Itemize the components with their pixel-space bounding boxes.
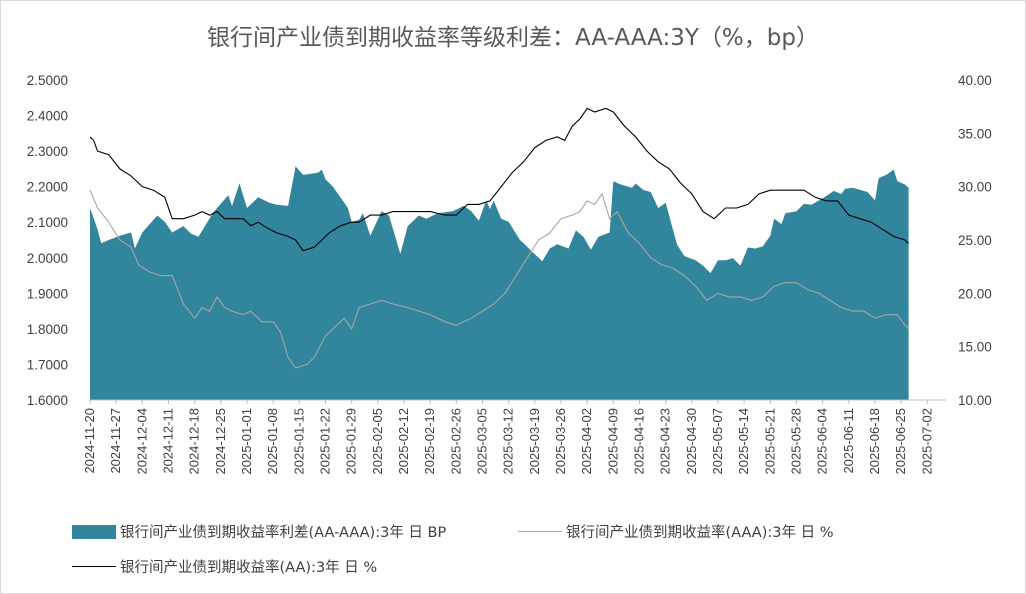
right-tick-label: 25.00	[958, 233, 992, 248]
left-tick-label: 2.3000	[27, 144, 68, 159]
x-axis-ticks: 2024-11-20 2024-11-27 2024-12-04 2024-12-11…	[82, 400, 934, 475]
right-tick-label: 20.00	[958, 286, 992, 301]
x-tick-label: 2025-05-21	[762, 408, 777, 475]
x-tick-label: 2025-02-12	[396, 408, 411, 475]
x-tick-label: 2025-04-30	[684, 408, 699, 475]
x-tick-label: 2025-01-29	[344, 408, 359, 475]
x-tick-label: 2025-06-11	[841, 408, 856, 474]
legend-swatch-aa	[72, 566, 116, 567]
legend-swatch-area	[72, 524, 116, 539]
x-tick-label: 2025-02-05	[370, 408, 385, 475]
x-tick-label: 2025-06-25	[893, 408, 908, 475]
left-tick-label: 2.1000	[27, 215, 68, 230]
left-tick-label: 1.7000	[27, 357, 68, 372]
right-tick-label: 10.00	[958, 393, 992, 408]
x-tick-label: 2025-01-01	[239, 408, 254, 475]
x-tick-label: 2025-04-02	[579, 408, 594, 475]
series-line-aa	[89, 107, 909, 252]
right-tick-label: 40.00	[958, 73, 992, 88]
x-tick-label: 2025-03-19	[527, 408, 542, 475]
left-tick-label: 1.8000	[27, 322, 68, 337]
legend-label-aa: 银行间产业债到期收益率(AA):3年 日 %	[120, 560, 378, 576]
legend-label-spread: 银行间产业债到期收益率利差(AA-AAA):3年 日 BP	[120, 525, 447, 541]
chart-title: 银行间产业债到期收益率等级利差：AA-AAA:3Y（%，bp）	[207, 25, 819, 51]
x-tick-label: 2025-01-22	[318, 408, 333, 475]
left-tick-label: 2.0000	[27, 251, 68, 266]
x-tick-label: 2025-03-26	[553, 408, 568, 475]
x-tick-label: 2025-03-12	[501, 408, 516, 475]
right-tick-label: 15.00	[958, 340, 992, 355]
series-area-spread	[90, 166, 909, 400]
legend-label-aaa: 银行间产业债到期收益率(AAA):3年 日 %	[566, 525, 834, 541]
right-tick-label: 35.00	[958, 126, 992, 141]
x-tick-label: 2025-02-26	[448, 408, 463, 475]
series-line-aaa	[89, 189, 909, 369]
legend-item-spread: 银行间产业债到期收益率利差(AA-AAA):3年 日 BP	[72, 521, 446, 542]
legend-item-aa: 银行间产业债到期收益率(AA):3年 日 %	[72, 556, 377, 577]
x-tick-label: 2025-06-04	[815, 408, 830, 475]
x-tick-label: 2024-11-27	[108, 408, 123, 474]
left-tick-label: 2.5000	[27, 73, 68, 88]
x-tick-label: 2025-05-14	[736, 408, 751, 475]
right-tick-label: 30.00	[958, 180, 992, 195]
x-tick-label: 2025-02-19	[422, 408, 437, 475]
x-tick-label: 2025-04-23	[658, 408, 673, 475]
x-tick-label: 2025-05-28	[789, 408, 804, 475]
x-tick-label: 2025-04-09	[605, 408, 620, 475]
x-tick-label: 2025-03-05	[475, 408, 490, 475]
right-axis-ticks: 10.00 15.00 20.00 25.00 30.00 35.00 40.00	[958, 73, 992, 408]
left-axis-ticks: 1.6000 1.7000 1.8000 1.9000 2.0000 2.1000 2.20…	[27, 73, 68, 408]
left-tick-label: 1.6000	[27, 393, 68, 408]
x-tick-label: 2024-12-25	[213, 408, 228, 475]
left-tick-label: 2.4000	[27, 109, 68, 124]
x-tick-label: 2025-06-18	[867, 408, 882, 475]
legend-item-aaa: 银行间产业债到期收益率(AAA):3年 日 %	[518, 521, 833, 542]
x-tick-label: 2024-12-11	[161, 408, 176, 474]
x-tick-label: 2024-11-20	[82, 408, 97, 474]
x-tick-label: 2024-12-18	[187, 408, 202, 475]
left-tick-label: 1.9000	[27, 286, 68, 301]
x-tick-label: 2025-05-07	[710, 408, 725, 475]
x-tick-label: 2024-12-04	[134, 408, 149, 475]
x-tick-label: 2025-01-15	[291, 408, 306, 475]
left-tick-label: 2.2000	[27, 180, 68, 195]
x-tick-label: 2025-04-16	[632, 408, 647, 475]
area-layer	[90, 166, 909, 400]
x-tick-label: 2025-01-08	[265, 408, 280, 475]
legend-swatch-aaa	[518, 531, 562, 532]
line-layer	[89, 107, 909, 369]
x-tick-label: 2025-07-02	[919, 408, 934, 475]
